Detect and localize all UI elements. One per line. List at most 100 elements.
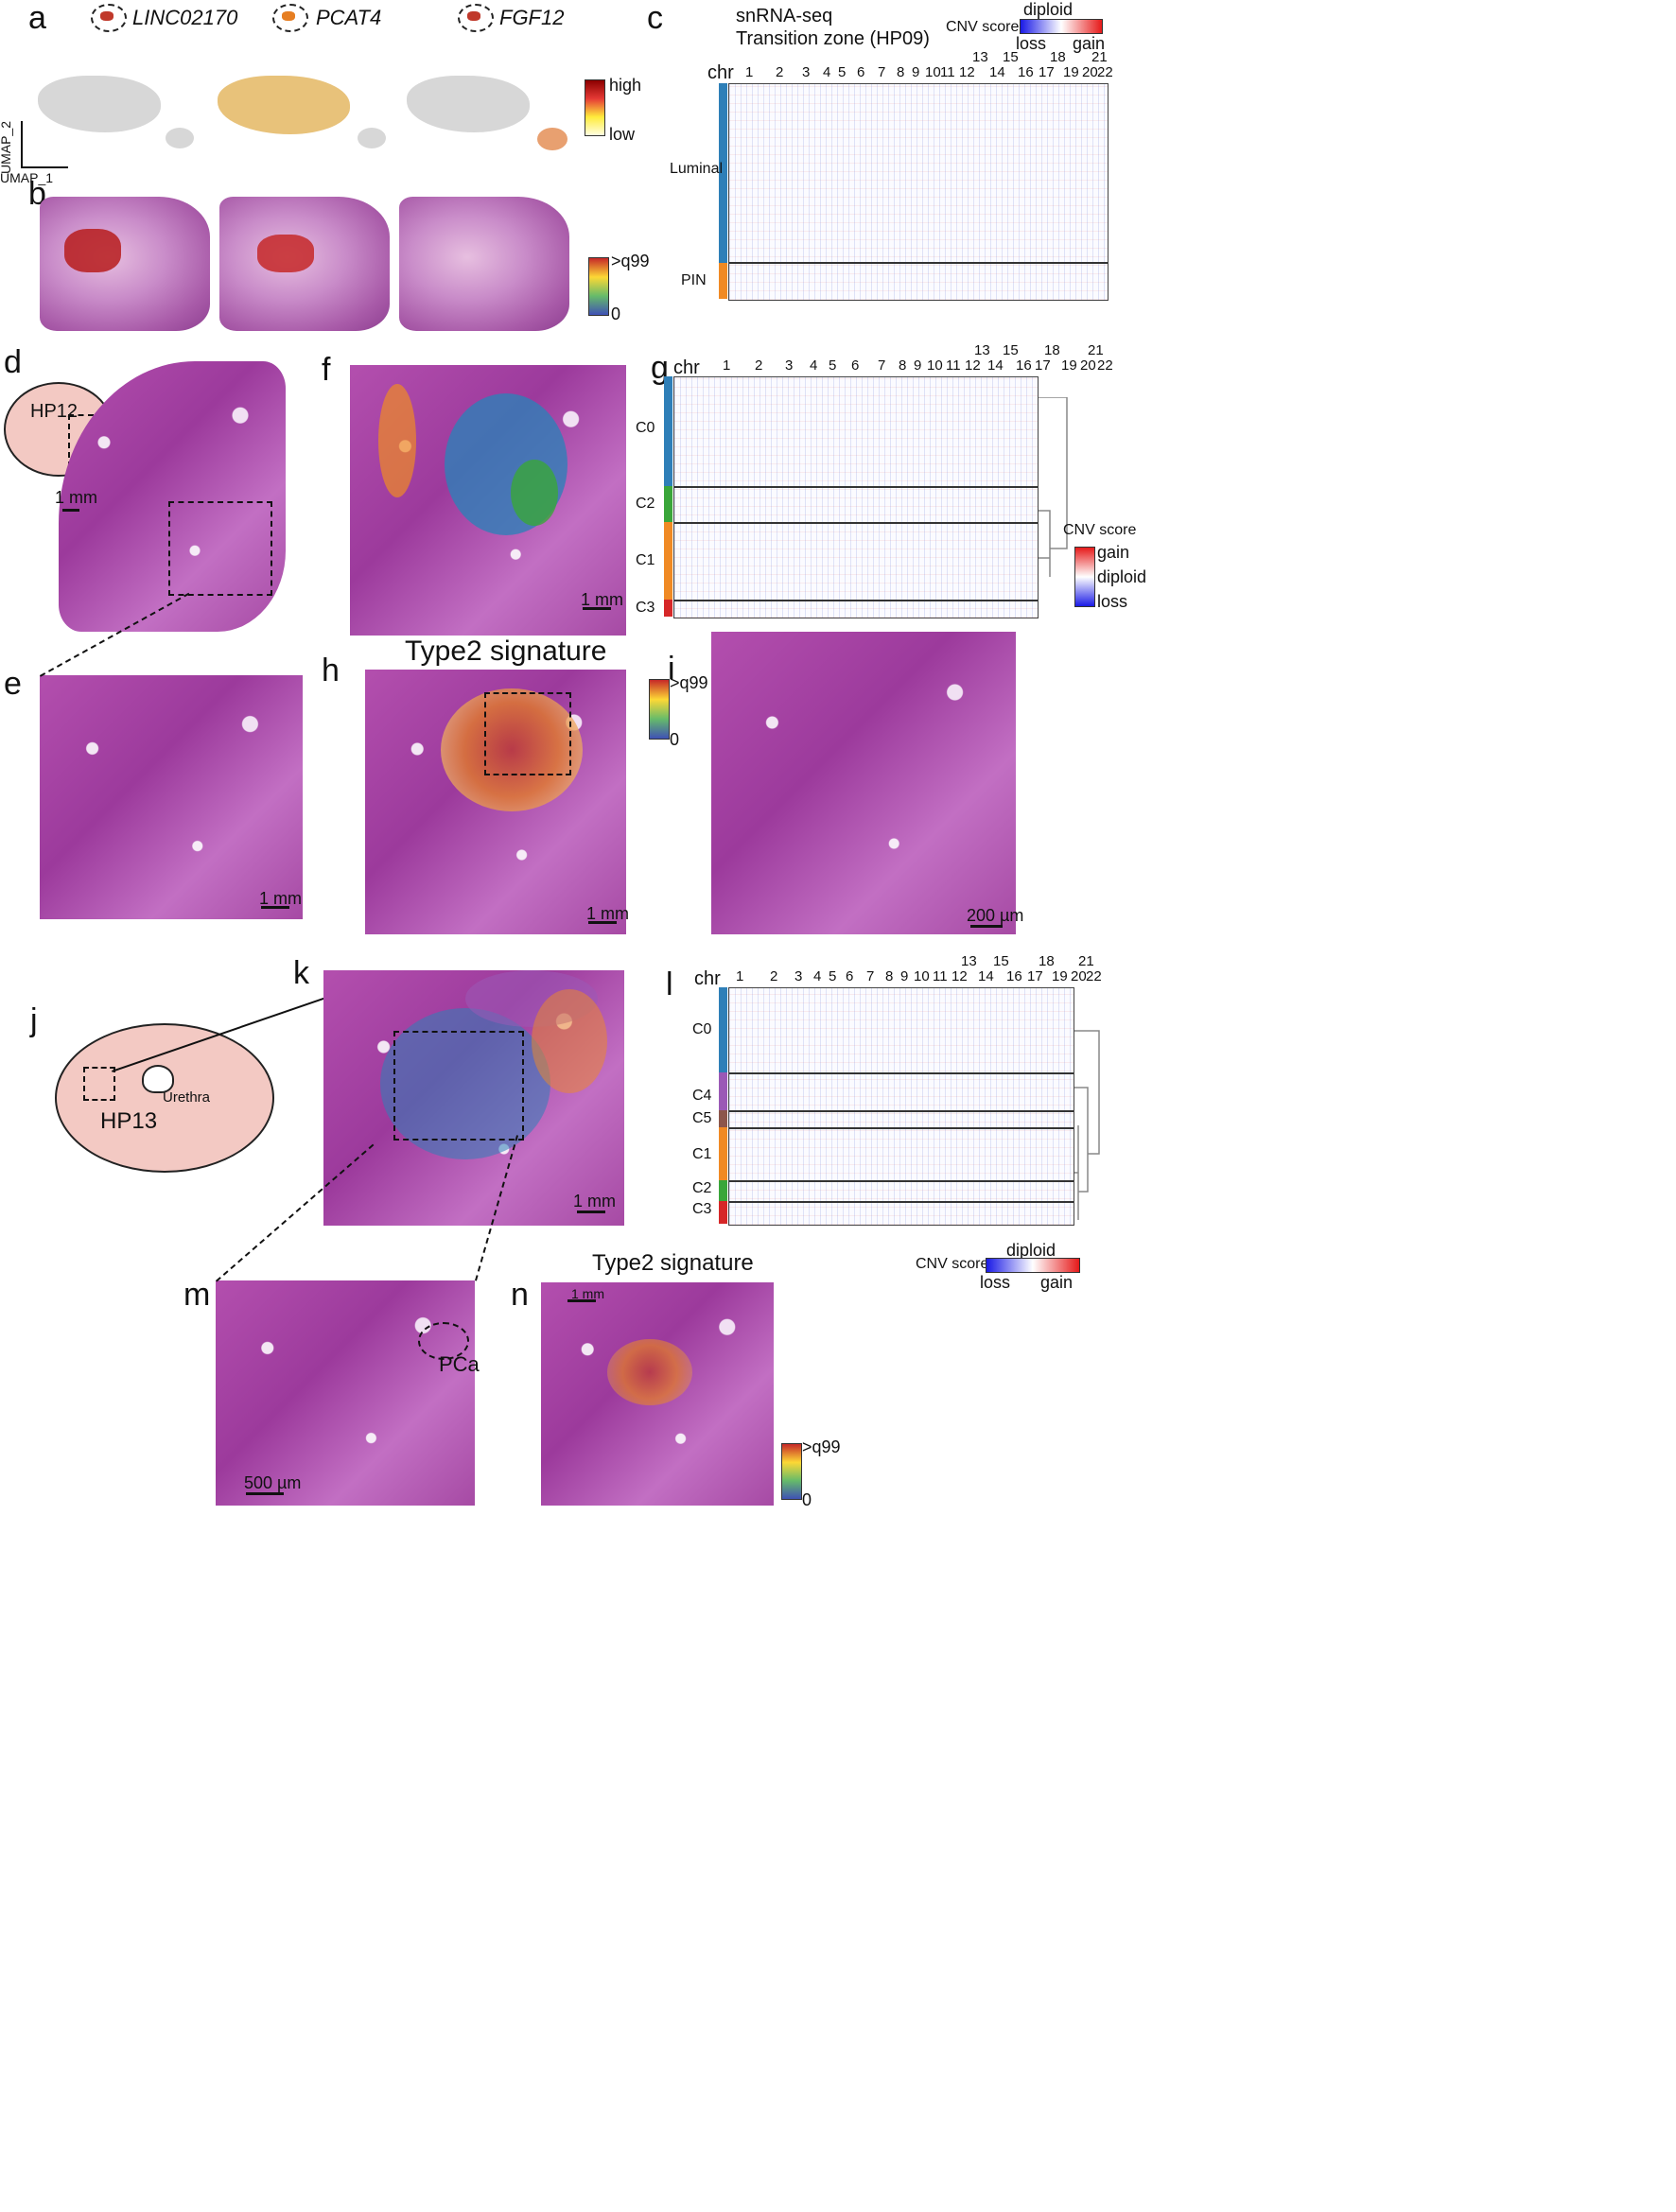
- g-chr-label: chr: [673, 357, 700, 378]
- h-colorbar: [649, 679, 670, 740]
- c-chr-17: 17: [1039, 64, 1055, 80]
- g-chr-17: 17: [1035, 357, 1051, 374]
- h-legend-top: >q99: [670, 673, 708, 692]
- l-cnv-low: loss: [980, 1273, 1011, 1292]
- j-region-box: [83, 1067, 115, 1101]
- c-title-line1: snRNA-seq: [736, 6, 833, 26]
- g-group-c1: C1: [636, 552, 655, 568]
- legend-bottom-b: 0: [611, 305, 621, 323]
- c-chr-15: 15: [1003, 49, 1019, 65]
- g-chr-11: 11: [946, 357, 961, 374]
- g-chr-13: 13: [974, 342, 990, 358]
- g-chr-18: 18: [1044, 342, 1060, 358]
- c-chr-13: 13: [972, 49, 988, 65]
- l-cnv-mid: diploid: [1006, 1241, 1056, 1260]
- m-scale-label: 500 µm: [244, 1473, 302, 1492]
- g-chr-21: 21: [1088, 342, 1104, 358]
- l-chr-2: 2: [770, 968, 778, 984]
- h-spatial-image: [365, 670, 626, 934]
- l-bar-c1: [719, 1127, 727, 1180]
- l-chr-4: 4: [813, 968, 822, 984]
- c-cnv-high: gain: [1073, 34, 1106, 53]
- k-scale-label: 1 mm: [573, 1192, 616, 1211]
- gene-inset-1: [91, 4, 127, 32]
- l-group-c3: C3: [692, 1201, 712, 1217]
- g-bar-c3: [664, 600, 672, 617]
- n-scalebar: [567, 1299, 596, 1302]
- l-chr-8: 8: [885, 968, 894, 984]
- e-scalebar: [261, 906, 289, 909]
- i-he-image: [711, 632, 1016, 934]
- c-chr-16: 16: [1018, 64, 1034, 80]
- g-chr-12: 12: [965, 357, 981, 374]
- c-chr-label: chr: [707, 62, 734, 83]
- c-cnv-heatmap: [728, 83, 1109, 301]
- gene-name-pcat4: PCAT4: [316, 6, 382, 29]
- k-scalebar: [577, 1211, 605, 1213]
- l-group-c5: C5: [692, 1110, 712, 1126]
- d-zoom-box: [168, 501, 272, 596]
- c-chr-22: 22: [1097, 64, 1113, 80]
- panel-e-label: e: [4, 666, 22, 702]
- c-chr-18: 18: [1050, 49, 1066, 65]
- l-cnv-high: gain: [1040, 1273, 1074, 1292]
- umap-axis-x-label: UMAP_1: [0, 170, 54, 185]
- legend-high-label: high: [609, 76, 642, 95]
- n-signature-spots: [607, 1339, 692, 1405]
- l-chr-5: 5: [829, 968, 837, 984]
- c-cnv-label: CNV score: [946, 19, 1020, 35]
- gene-inset-3: [458, 4, 494, 32]
- c-bar-pin: [719, 263, 727, 299]
- l-bar-c4: [719, 1072, 727, 1110]
- c-chr-8: 8: [897, 64, 905, 80]
- g-chr-19: 19: [1061, 357, 1077, 374]
- l-group-c4: C4: [692, 1088, 712, 1104]
- c-chr-9: 9: [912, 64, 920, 80]
- f-spots-c2: [511, 460, 558, 526]
- g-chr-1: 1: [723, 357, 731, 374]
- c-chr-4: 4: [823, 64, 831, 80]
- g-chr-2: 2: [755, 357, 763, 374]
- umap-axis-y-arrow: [21, 121, 23, 168]
- l-chr-14: 14: [978, 968, 994, 984]
- l-group-c1: C1: [692, 1146, 712, 1162]
- g-chr-16: 16: [1016, 357, 1032, 374]
- c-group-luminal: Luminal: [670, 161, 724, 177]
- m-he-image: [216, 1280, 475, 1506]
- c-cnv-low: loss: [1016, 34, 1047, 53]
- g-cnv-colorbar: [1074, 547, 1095, 607]
- g-cnv-label: CNV score: [1063, 522, 1137, 538]
- m-scalebar: [246, 1492, 284, 1495]
- n-legend-top: >q99: [802, 1437, 841, 1456]
- c-chr-11: 11: [940, 64, 955, 80]
- n-scale-label: 1 mm: [571, 1286, 604, 1301]
- c-title-line2: Transition zone (HP09): [736, 28, 930, 49]
- panel-c-label: c: [647, 0, 663, 36]
- l-cnv-label: CNV score: [916, 1256, 989, 1272]
- c-group-pin: PIN: [681, 272, 707, 288]
- h-signature-spots: [441, 688, 583, 811]
- j-urethra-shape: [142, 1065, 174, 1093]
- l-chr-22: 22: [1086, 968, 1102, 984]
- d-scale-label: 1 mm: [55, 488, 97, 507]
- m-pca-outline: [418, 1322, 469, 1360]
- f-scale-label: 1 mm: [581, 590, 623, 609]
- l-bar-c0: [719, 987, 727, 1072]
- l-bar-c3: [719, 1201, 727, 1224]
- c-chr-19: 19: [1063, 64, 1079, 80]
- c-chr-7: 7: [878, 64, 886, 80]
- g-chr-14: 14: [987, 357, 1004, 374]
- h-scalebar: [588, 921, 617, 924]
- e-scale-label: 1 mm: [259, 889, 302, 908]
- g-cnv-mid: diploid: [1097, 567, 1147, 586]
- l-chr-17: 17: [1027, 968, 1043, 984]
- l-chr-1: 1: [736, 968, 744, 984]
- l-chr-15: 15: [993, 953, 1009, 969]
- g-chr-22: 22: [1097, 357, 1113, 374]
- g-group-c0: C0: [636, 420, 655, 436]
- l-group-c0: C0: [692, 1021, 712, 1037]
- l-bar-c5: [719, 1110, 727, 1127]
- g-cnv-low: loss: [1097, 592, 1128, 611]
- g-chr-8: 8: [899, 357, 907, 374]
- g-bar-c2: [664, 486, 672, 522]
